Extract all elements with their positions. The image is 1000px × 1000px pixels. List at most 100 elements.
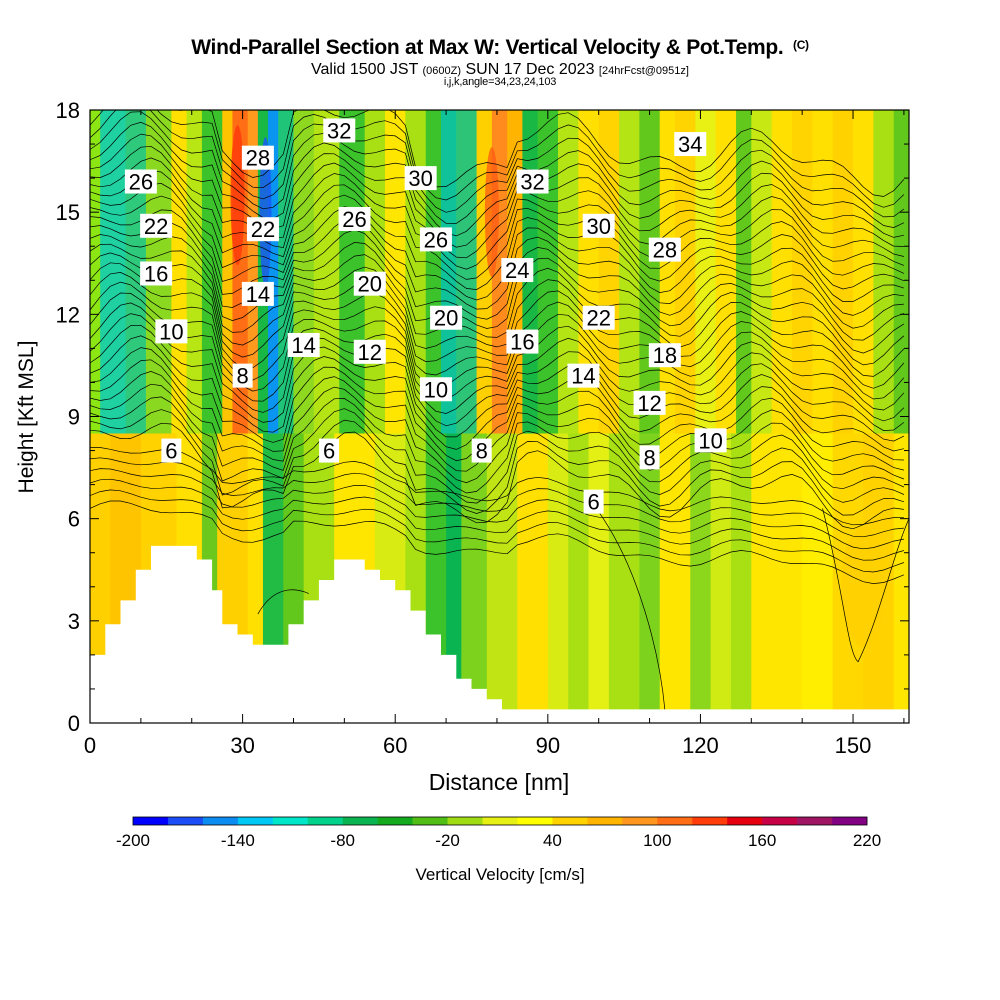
contour-label: 8 — [232, 363, 253, 389]
field-cell — [171, 110, 188, 434]
contour-label-box — [338, 206, 371, 231]
contour-label-text: 34 — [678, 132, 702, 157]
field-cell — [537, 110, 559, 434]
contour-label-text: 24 — [505, 258, 529, 283]
theta-isoline — [90, 359, 904, 472]
contour-label-text: 28 — [653, 238, 677, 263]
contour-label-box — [241, 145, 274, 170]
contour-label-text: 8 — [236, 364, 248, 389]
contour-label-box — [161, 438, 182, 463]
contour-label-box — [353, 271, 386, 296]
contour-label-box — [246, 217, 279, 242]
theta-isoline — [90, 409, 905, 516]
contour-label-text: 26 — [424, 227, 448, 252]
contour-label-text: 30 — [408, 166, 432, 191]
field-cell — [186, 110, 203, 434]
theta-isoline — [90, 272, 905, 389]
theta-isoline — [90, 347, 904, 462]
contour-label: 16 — [506, 329, 539, 355]
contour-label-box — [124, 169, 157, 194]
contour-label-box — [648, 237, 681, 262]
contour-label-box — [232, 363, 253, 388]
contour-label-text: 22 — [144, 214, 168, 239]
field-cell — [547, 433, 569, 723]
contour-label: 8 — [471, 438, 492, 464]
field-cell — [751, 110, 773, 434]
field-cell — [893, 433, 909, 723]
field-cell — [201, 110, 223, 434]
colorbar-tick-label: -80 — [330, 831, 355, 850]
field-cell — [802, 433, 834, 723]
contour-label: 28 — [648, 237, 681, 263]
contour-label-box — [516, 169, 549, 194]
contour-label-box — [140, 261, 173, 286]
contour-label: 14 — [287, 332, 320, 358]
contour-label: 8 — [639, 445, 660, 470]
field-cell — [736, 110, 752, 434]
field-cell — [771, 110, 793, 434]
contour-label: 34 — [674, 132, 707, 157]
contour-label-box — [501, 258, 534, 283]
contour-label: 10 — [694, 428, 727, 453]
colorbar-swatch — [202, 817, 239, 825]
theta-isoline — [90, 243, 905, 354]
y-tick-label: 15 — [56, 200, 80, 225]
field-cell — [639, 110, 661, 434]
theta-isoline — [90, 145, 904, 259]
field-cell — [578, 110, 600, 434]
contour-label-box — [241, 281, 274, 306]
contour-label: 32 — [323, 118, 356, 143]
field-cell — [832, 110, 854, 434]
contour-label-box — [155, 319, 188, 344]
contour-label-text: 22 — [586, 306, 610, 331]
y-tick-label: 3 — [68, 609, 80, 634]
colorbar-swatch — [727, 817, 763, 825]
colorbar-swatch — [272, 817, 309, 825]
colorbar-tick-label: 40 — [543, 831, 562, 850]
contour-label: 12 — [353, 339, 386, 365]
x-tick-label: 0 — [84, 733, 96, 758]
colorbar-swatch — [692, 817, 728, 825]
contour-label-box — [674, 132, 707, 157]
theta-isoline — [257, 589, 309, 615]
field-cell — [486, 433, 518, 723]
theta-isoline — [90, 281, 905, 400]
theta-isoline — [90, 447, 904, 526]
colorbar-swatch — [167, 817, 204, 825]
theta-isoline — [90, 335, 904, 452]
field-cell — [690, 433, 712, 723]
contour-label-box — [430, 305, 463, 330]
colorbar-swatch — [133, 817, 169, 825]
field-cell — [268, 110, 279, 434]
colorbar-swatch — [377, 817, 413, 825]
contour-label: 28 — [241, 145, 274, 171]
x-tick-label: 120 — [682, 733, 719, 758]
valid-time-line: Valid 1500 JST (0600Z) SUN 17 Dec 2023 [… — [0, 61, 1000, 79]
theta-isoline — [90, 111, 905, 228]
colorbar-swatch — [797, 817, 833, 825]
forecast-info: [24hrFcst@0951z] — [598, 65, 689, 77]
contour-label-box — [567, 363, 600, 388]
contour-label: 30 — [404, 166, 437, 191]
colorbar-swatch — [447, 817, 483, 825]
colorbar-swatch — [482, 817, 518, 825]
colorbar-swatch — [762, 817, 798, 825]
theta-isoline — [90, 222, 904, 329]
field-cell — [619, 110, 640, 434]
title-text: Wind-Parallel Section at Max W: Vertical… — [191, 36, 784, 59]
colorbar-frame — [132, 816, 868, 826]
contour-label: 12 — [633, 390, 666, 416]
terrain — [90, 545, 909, 723]
contour-label: 16 — [140, 261, 173, 286]
contour-label-text: 12 — [358, 340, 382, 365]
contour-label: 10 — [155, 319, 188, 344]
colorbar: -200 -140 -80 -20 40 100 160 220 — [116, 816, 881, 850]
theta-isoline — [90, 195, 905, 302]
theta-isoline — [598, 511, 666, 710]
field-cell — [893, 110, 909, 434]
contour-label: 6 — [583, 489, 604, 515]
field-cell — [441, 110, 457, 434]
contour-label-box — [287, 332, 320, 357]
contour-label: 6 — [161, 438, 182, 464]
